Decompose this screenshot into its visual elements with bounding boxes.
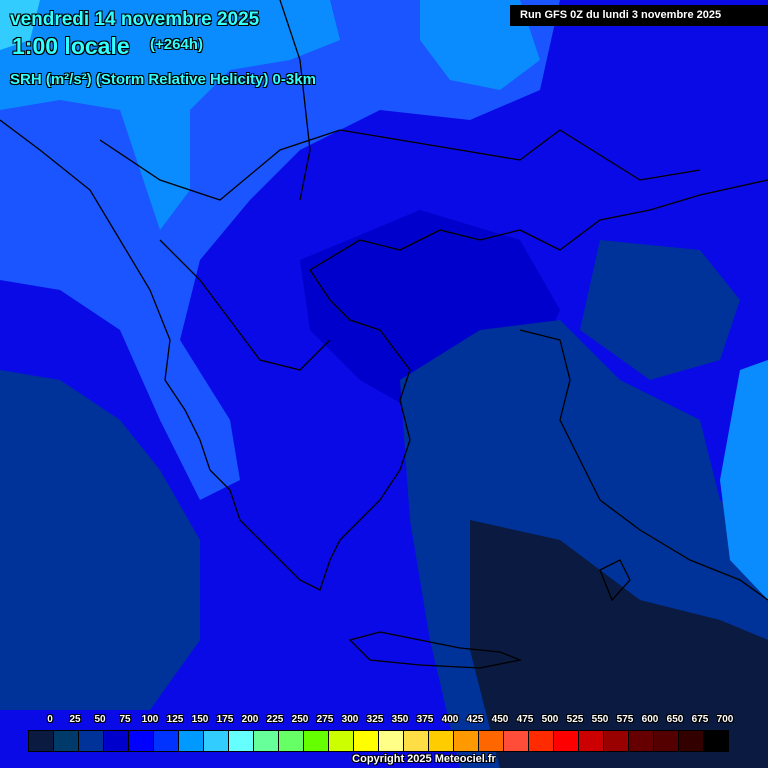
coastline-thrace [309,229,561,271]
legend-label: 150 [191,714,209,725]
legend-label: 375 [416,714,434,725]
legend-label: 225 [266,714,284,725]
coastline-rhodes [599,559,631,602]
legend-label: 100 [141,714,159,725]
legend-label: 300 [341,714,359,725]
run-label: Run GFS 0Z du lundi 3 novembre 2025 [510,5,768,26]
coastline-adriatic [0,119,211,471]
legend-label: 500 [541,714,559,725]
legend-swatch [604,731,629,751]
legend-label: 475 [516,714,534,725]
legend-label: 675 [691,714,709,725]
legend-swatch [104,731,129,751]
legend-label: 700 [716,714,734,725]
legend-swatch [54,731,79,751]
legend-label: 350 [391,714,409,725]
coastline-crete [348,631,523,669]
legend-swatch [129,731,154,751]
copyright: Copyright 2025 Meteociel.fr [352,753,496,765]
legend-label: 250 [291,714,309,725]
legend-label: 550 [591,714,609,725]
field-dark-east [580,240,740,380]
legend-swatch [454,731,479,751]
legend-swatch [79,731,104,751]
legend-swatch [629,731,654,751]
legend-labels: 0 25 50 75 100 125 150 175 200 225 250 275 300 325 350… [28,714,748,728]
legend-colorbar [28,730,729,752]
legend-swatch [304,731,329,751]
border-vertical [279,0,311,201]
legend-swatch [654,731,679,751]
legend-label: 75 [119,714,131,725]
field-lightblue-east [720,360,768,600]
legend-swatch [229,731,254,751]
legend-label: 450 [491,714,509,725]
legend-swatch [379,731,404,751]
coastline-turkey [519,329,768,601]
field-navy-se [470,520,768,768]
border-north [99,129,701,201]
forecast-date: vendredi 14 novembre 2025 [10,9,260,30]
legend-swatch [704,731,728,751]
legend-swatch [254,731,279,751]
legend-swatch [429,731,454,751]
legend-label: 25 [69,714,81,725]
field-cyan-nw [0,0,40,50]
legend-swatch [479,731,504,751]
legend-swatch [354,731,379,751]
legend-label: 50 [94,714,106,725]
legend-swatch [154,731,179,751]
legend-swatch [204,731,229,751]
legend-swatch [179,731,204,751]
coastlines-borders [0,0,768,669]
legend-swatch [554,731,579,751]
legend-label: 200 [241,714,259,725]
legend-label: 0 [47,714,53,725]
forecast-lead-time: (+264h) [150,36,203,53]
field-lightblue-north [0,0,340,230]
legend-label: 125 [166,714,184,725]
legend-label: 650 [666,714,684,725]
legend-label: 600 [641,714,659,725]
coastline-greece-west [209,269,411,591]
legend-label: 525 [566,714,584,725]
legend-label: 325 [366,714,384,725]
legend-swatch [279,731,304,751]
forecast-hour: 1:00 locale [12,33,130,59]
legend-label: 275 [316,714,334,725]
legend-swatch [679,731,704,751]
legend-label: 175 [216,714,234,725]
field-dark-west [0,370,200,710]
parameter-title: SRH (m²/s²) (Storm Relative Helicity) 0-… [10,71,316,88]
legend-swatch [404,731,429,751]
legend-swatch [29,731,54,751]
legend-label: 425 [466,714,484,725]
legend-swatch [329,731,354,751]
coastline-blacksea [559,179,768,251]
legend-label: 575 [616,714,634,725]
legend-swatch [504,731,529,751]
border-balkans [159,239,331,371]
legend-label: 400 [441,714,459,725]
legend-swatch [529,731,554,751]
legend-swatch [579,731,604,751]
